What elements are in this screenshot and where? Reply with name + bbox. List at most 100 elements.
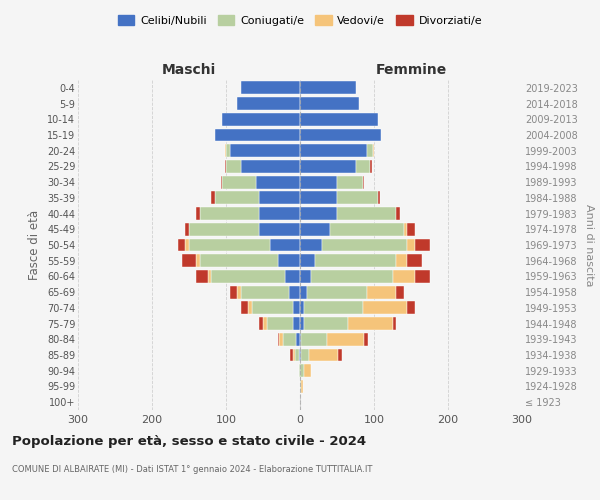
Bar — [348, 317, 392, 330]
Text: Popolazione per età, sesso e stato civile - 2024: Popolazione per età, sesso e stato civil… — [12, 435, 366, 448]
Bar — [338, 348, 342, 362]
Text: COMUNE DI ALBAIRATE (MI) - Dati ISTAT 1° gennaio 2024 - Elaborazione TUTTITALIA.: COMUNE DI ALBAIRATE (MI) - Dati ISTAT 1°… — [12, 465, 373, 474]
Bar — [304, 364, 311, 377]
Bar — [278, 254, 300, 267]
Bar — [252, 302, 293, 314]
Bar — [404, 223, 407, 235]
Bar — [241, 82, 300, 94]
Bar — [304, 317, 348, 330]
Bar — [259, 192, 300, 204]
Bar — [300, 192, 337, 204]
Bar — [241, 302, 248, 314]
Bar — [301, 380, 303, 393]
Legend: Celibi/Nubili, Coniugati/e, Vedovi/e, Divorziati/e: Celibi/Nubili, Coniugati/e, Vedovi/e, Di… — [113, 10, 487, 30]
Bar — [293, 302, 300, 314]
Bar — [300, 223, 329, 235]
Bar — [182, 254, 196, 267]
Bar — [300, 238, 322, 252]
Bar — [300, 302, 304, 314]
Bar — [189, 223, 259, 235]
Bar — [230, 286, 237, 298]
Bar — [300, 97, 359, 110]
Bar — [263, 317, 266, 330]
Bar — [293, 348, 295, 362]
Bar — [337, 192, 378, 204]
Bar — [241, 160, 300, 173]
Bar — [267, 317, 293, 330]
Bar — [300, 317, 304, 330]
Bar — [328, 333, 364, 345]
Bar — [364, 333, 368, 345]
Bar — [299, 364, 300, 377]
Bar — [309, 348, 338, 362]
Bar — [178, 238, 185, 252]
Bar — [396, 207, 400, 220]
Bar — [415, 270, 430, 283]
Bar — [189, 238, 271, 252]
Bar — [370, 160, 372, 173]
Bar — [256, 176, 300, 188]
Bar — [226, 160, 241, 173]
Bar — [200, 254, 278, 267]
Bar — [415, 238, 430, 252]
Bar — [208, 270, 211, 283]
Bar — [237, 286, 241, 298]
Text: Maschi: Maschi — [162, 63, 216, 77]
Bar — [278, 333, 279, 345]
Bar — [363, 302, 407, 314]
Bar — [300, 364, 304, 377]
Bar — [215, 192, 259, 204]
Bar — [337, 207, 396, 220]
Bar — [285, 270, 300, 283]
Bar — [300, 286, 307, 298]
Text: Femmine: Femmine — [376, 63, 446, 77]
Bar — [185, 238, 189, 252]
Bar — [363, 176, 364, 188]
Bar — [241, 286, 289, 298]
Bar — [300, 333, 301, 345]
Bar — [230, 144, 300, 157]
Bar — [367, 286, 396, 298]
Bar — [407, 223, 415, 235]
Y-axis label: Anni di nascita: Anni di nascita — [584, 204, 595, 286]
Bar — [196, 270, 208, 283]
Bar — [396, 254, 407, 267]
Bar — [355, 160, 370, 173]
Bar — [300, 207, 337, 220]
Bar — [222, 176, 256, 188]
Bar — [200, 207, 259, 220]
Bar — [300, 128, 382, 141]
Bar — [221, 176, 222, 188]
Bar — [300, 82, 355, 94]
Bar — [296, 333, 300, 345]
Bar — [293, 317, 300, 330]
Bar — [304, 302, 363, 314]
Bar — [396, 286, 404, 298]
Bar — [407, 302, 415, 314]
Bar — [300, 176, 337, 188]
Bar — [215, 128, 300, 141]
Bar — [307, 286, 367, 298]
Bar — [367, 144, 373, 157]
Bar — [392, 270, 415, 283]
Bar — [300, 144, 367, 157]
Bar — [222, 113, 300, 126]
Bar — [299, 348, 300, 362]
Bar — [259, 317, 263, 330]
Bar — [407, 238, 415, 252]
Bar — [295, 348, 299, 362]
Bar — [259, 223, 300, 235]
Bar — [290, 348, 293, 362]
Bar — [196, 254, 200, 267]
Bar — [337, 176, 363, 188]
Bar — [373, 144, 374, 157]
Bar — [315, 254, 396, 267]
Bar — [185, 223, 189, 235]
Bar — [300, 113, 378, 126]
Bar — [259, 207, 300, 220]
Bar — [300, 380, 301, 393]
Bar — [289, 286, 300, 298]
Bar — [311, 270, 392, 283]
Bar — [211, 192, 215, 204]
Bar — [392, 317, 396, 330]
